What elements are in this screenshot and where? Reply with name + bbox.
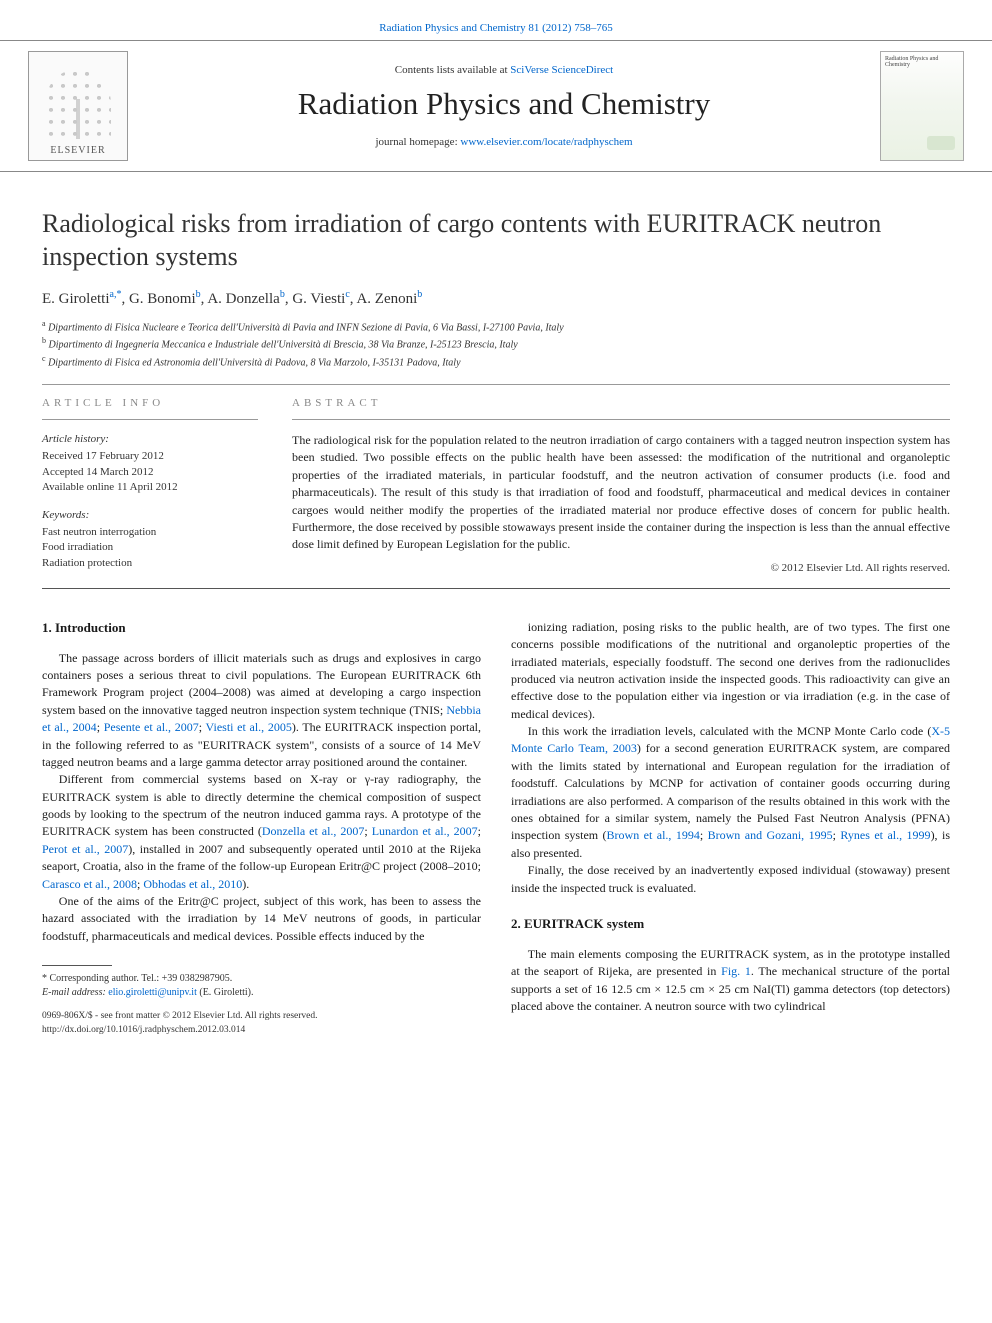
homepage-link[interactable]: www.elsevier.com/locate/radphyschem bbox=[460, 136, 632, 148]
corresponding-author: * Corresponding author. Tel.: +39 038298… bbox=[42, 972, 481, 986]
divider bbox=[42, 419, 258, 420]
footnote-block: * Corresponding author. Tel.: +39 038298… bbox=[42, 965, 481, 1037]
contents-prefix: Contents lists available at bbox=[395, 64, 510, 76]
homepage-line: journal homepage: www.elsevier.com/locat… bbox=[146, 136, 862, 148]
intro-p3: One of the aims of the Eritr@C project, … bbox=[42, 893, 481, 945]
section-2-heading: 2. EURITRACK system bbox=[511, 915, 950, 934]
ref-perot-2007[interactable]: Perot et al., 2007 bbox=[42, 842, 128, 856]
body-columns: 1. Introduction The passage across borde… bbox=[42, 619, 950, 1037]
ref-pesente-2007[interactable]: Pesente et al., 2007 bbox=[104, 720, 199, 734]
journal-title: Radiation Physics and Chemistry bbox=[146, 86, 862, 122]
author-3: G. Viestic bbox=[292, 291, 349, 307]
col2-p3: Finally, the dose received by an inadver… bbox=[511, 862, 950, 897]
email-link[interactable]: elio.giroletti@unipv.it bbox=[108, 987, 197, 998]
issn-line: 0969-806X/$ - see front matter © 2012 El… bbox=[42, 1010, 481, 1023]
ref-fig-1[interactable]: Fig. 1 bbox=[721, 964, 751, 978]
online-date: Available online 11 April 2012 bbox=[42, 480, 258, 495]
author-4: A. Zenonib bbox=[356, 291, 422, 307]
homepage-prefix: journal homepage: bbox=[375, 136, 460, 148]
citation-link[interactable]: Radiation Physics and Chemistry 81 (2012… bbox=[379, 22, 612, 34]
abstract-copyright: © 2012 Elsevier Ltd. All rights reserved… bbox=[292, 562, 950, 574]
intro-p2: Different from commercial systems based … bbox=[42, 771, 481, 893]
article-history: Article history: Received 17 February 20… bbox=[42, 432, 258, 571]
masthead-center: Contents lists available at SciVerse Sci… bbox=[146, 64, 862, 148]
divider bbox=[42, 384, 950, 385]
author-2: A. Donzellab bbox=[207, 291, 284, 307]
ref-brown-1994[interactable]: Brown et al., 1994 bbox=[607, 828, 700, 842]
abstract-text: The radiological risk for the population… bbox=[292, 432, 950, 554]
author-0: E. Girolettia,* bbox=[42, 291, 121, 307]
email-line: E-mail address: elio.giroletti@unipv.it … bbox=[42, 986, 481, 1000]
divider bbox=[292, 419, 950, 420]
affiliation-a: a Dipartimento di Fisica Nucleare e Teor… bbox=[42, 318, 950, 335]
contents-line: Contents lists available at SciVerse Sci… bbox=[146, 64, 862, 76]
section-divider bbox=[42, 588, 950, 589]
ref-obhodas-2010[interactable]: Obhodas et al., 2010 bbox=[143, 877, 242, 891]
ref-brown-gozani-1995[interactable]: Brown and Gozani, 1995 bbox=[708, 828, 833, 842]
footnote-rule bbox=[42, 965, 112, 966]
footer-meta: 0969-806X/$ - see front matter © 2012 El… bbox=[42, 1010, 481, 1037]
keyword-0: Fast neutron interrogation bbox=[42, 525, 258, 540]
article-info-label: ARTICLE INFO bbox=[42, 397, 258, 409]
col2-p1: ionizing radiation, posing risks to the … bbox=[511, 619, 950, 723]
sciencedirect-link[interactable]: SciVerse ScienceDirect bbox=[510, 64, 613, 76]
cover-thumb-label: Radiation Physics and Chemistry bbox=[885, 56, 938, 68]
abstract-label: ABSTRACT bbox=[292, 397, 950, 409]
keywords-head: Keywords: bbox=[42, 508, 258, 523]
author-list: E. Girolettia,*, G. Bonomib, A. Donzella… bbox=[42, 289, 950, 308]
ref-carasco-2008[interactable]: Carasco et al., 2008 bbox=[42, 877, 137, 891]
article-info-column: ARTICLE INFO Article history: Received 1… bbox=[42, 397, 258, 574]
doi-line: http://dx.doi.org/10.1016/j.radphyschem.… bbox=[42, 1024, 481, 1037]
ref-rynes-1999[interactable]: Rynes et al., 1999 bbox=[840, 828, 930, 842]
affiliation-c: c Dipartimento di Fisica ed Astronomia d… bbox=[42, 353, 950, 370]
article-body: Radiological risks from irradiation of c… bbox=[0, 172, 992, 1057]
publisher-logo: ELSEVIER bbox=[28, 51, 128, 161]
author-1: G. Bonomib bbox=[129, 291, 201, 307]
article-title: Radiological risks from irradiation of c… bbox=[42, 208, 950, 273]
ref-viesti-2005[interactable]: Viesti et al., 2005 bbox=[206, 720, 292, 734]
section-1-heading: 1. Introduction bbox=[42, 619, 481, 638]
journal-cover-thumbnail: Radiation Physics and Chemistry bbox=[880, 51, 964, 161]
info-abstract-row: ARTICLE INFO Article history: Received 1… bbox=[42, 397, 950, 574]
history-head: Article history: bbox=[42, 432, 258, 447]
keyword-2: Radiation protection bbox=[42, 556, 258, 571]
ref-donzella-2007[interactable]: Donzella et al., 2007 bbox=[262, 824, 365, 838]
email-suffix: (E. Giroletti). bbox=[197, 987, 254, 998]
received-date: Received 17 February 2012 bbox=[42, 449, 258, 464]
ref-lunardon-2007[interactable]: Lunardon et al., 2007 bbox=[372, 824, 478, 838]
affiliation-b: b Dipartimento di Ingegneria Meccanica e… bbox=[42, 335, 950, 352]
elsevier-tree-icon bbox=[45, 69, 111, 139]
footnotes: * Corresponding author. Tel.: +39 038298… bbox=[42, 972, 481, 1000]
col2-p2: In this work the irradiation levels, cal… bbox=[511, 723, 950, 862]
intro-p1: The passage across borders of illicit ma… bbox=[42, 650, 481, 772]
affiliations: a Dipartimento di Fisica Nucleare e Teor… bbox=[42, 318, 950, 370]
masthead: ELSEVIER Contents lists available at Sci… bbox=[0, 40, 992, 172]
email-label: E-mail address: bbox=[42, 987, 108, 998]
keyword-1: Food irradiation bbox=[42, 540, 258, 555]
journal-citation: Radiation Physics and Chemistry 81 (2012… bbox=[0, 0, 992, 40]
abstract-column: ABSTRACT The radiological risk for the p… bbox=[292, 397, 950, 574]
sec2-p1: The main elements composing the EURITRAC… bbox=[511, 946, 950, 1016]
accepted-date: Accepted 14 March 2012 bbox=[42, 465, 258, 480]
publisher-label: ELSEVIER bbox=[50, 145, 105, 156]
